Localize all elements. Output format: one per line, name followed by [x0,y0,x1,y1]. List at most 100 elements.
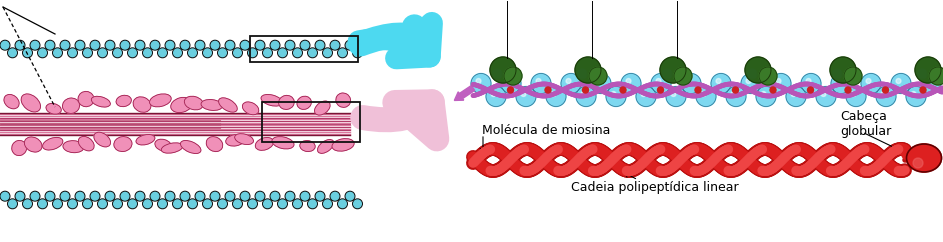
Circle shape [323,199,332,209]
Circle shape [521,91,526,97]
Circle shape [211,41,219,49]
Circle shape [836,78,841,83]
Circle shape [896,78,901,83]
Circle shape [158,200,166,208]
Circle shape [339,200,346,208]
Circle shape [54,200,61,208]
Circle shape [476,78,481,83]
Circle shape [832,69,842,79]
Circle shape [620,87,626,93]
Circle shape [345,191,355,201]
Circle shape [641,91,646,97]
Circle shape [263,48,273,58]
Circle shape [264,200,272,208]
Circle shape [106,191,115,201]
Circle shape [272,192,279,200]
Circle shape [293,200,302,208]
Circle shape [913,158,923,168]
Circle shape [583,87,588,93]
Circle shape [69,200,76,208]
Circle shape [821,91,826,97]
Circle shape [264,49,272,57]
Circle shape [248,199,257,209]
Circle shape [917,69,927,79]
Circle shape [60,191,70,201]
Circle shape [486,86,506,106]
Circle shape [695,87,701,93]
Ellipse shape [332,139,354,151]
Circle shape [338,199,347,209]
Circle shape [91,40,100,50]
Circle shape [225,40,235,50]
Ellipse shape [12,141,26,155]
Circle shape [189,49,196,57]
Circle shape [596,78,601,83]
Circle shape [249,49,256,57]
Circle shape [566,78,571,83]
Circle shape [921,74,941,93]
Ellipse shape [114,137,132,151]
Circle shape [38,48,47,58]
Circle shape [60,40,70,50]
Circle shape [195,40,205,50]
Ellipse shape [297,97,311,109]
Circle shape [686,78,691,83]
Circle shape [657,87,664,93]
Circle shape [61,41,69,49]
Circle shape [831,74,851,93]
Circle shape [271,40,280,50]
Circle shape [135,191,145,201]
Circle shape [53,199,62,209]
Circle shape [656,78,661,83]
Circle shape [83,48,92,58]
Circle shape [492,69,502,79]
Circle shape [98,199,108,209]
Circle shape [150,40,159,50]
Circle shape [91,191,100,201]
Circle shape [188,48,197,58]
Circle shape [504,67,522,85]
Circle shape [881,91,886,97]
Circle shape [745,57,771,83]
Circle shape [330,40,339,50]
Circle shape [113,48,123,58]
Circle shape [151,192,158,200]
Circle shape [128,49,137,57]
Circle shape [577,69,587,79]
Circle shape [142,48,153,58]
Text: Molécula de miosina: Molécula de miosina [482,123,610,136]
Circle shape [45,191,55,201]
Circle shape [791,91,796,97]
Circle shape [218,48,227,58]
Circle shape [203,48,212,58]
Circle shape [353,199,362,209]
Circle shape [157,199,167,209]
Circle shape [471,74,491,93]
Circle shape [307,48,317,58]
Circle shape [516,86,536,106]
Circle shape [866,78,871,83]
Ellipse shape [336,93,350,107]
Ellipse shape [315,101,330,115]
Circle shape [68,199,77,209]
Circle shape [733,87,738,93]
Ellipse shape [256,138,273,150]
Circle shape [166,41,174,49]
Circle shape [128,200,137,208]
Circle shape [759,67,777,85]
Circle shape [626,78,631,83]
Circle shape [8,48,17,58]
Circle shape [241,192,249,200]
Circle shape [346,192,354,200]
Circle shape [830,57,856,83]
Ellipse shape [201,100,223,110]
Circle shape [122,41,129,49]
Circle shape [158,49,166,57]
Circle shape [506,78,511,83]
Circle shape [143,200,151,208]
Ellipse shape [161,143,183,153]
Circle shape [210,191,220,201]
Circle shape [31,192,39,200]
Circle shape [0,40,9,50]
Ellipse shape [150,94,171,106]
